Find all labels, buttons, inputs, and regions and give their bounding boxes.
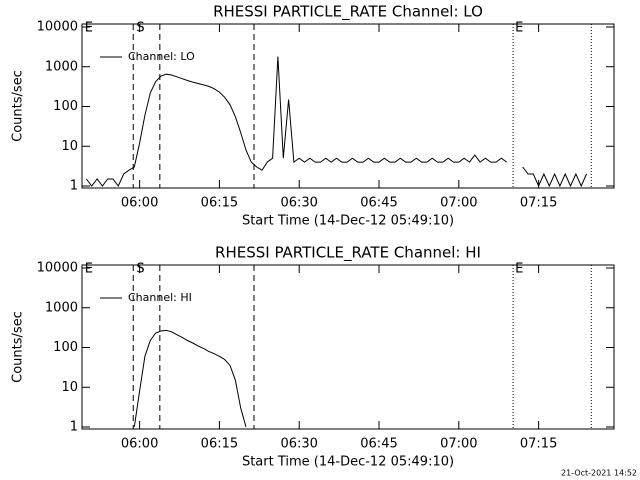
chart-title: RHESSI PARTICLE_RATE Channel: HI [215, 244, 481, 263]
y-axis-label: Counts/sec [11, 311, 26, 383]
x-axis-label: Start Time (14-Dec-12 05:49:10) [242, 214, 454, 229]
x-tick-label: 06:30 [280, 437, 317, 452]
y-tick-label: 10000 [37, 20, 78, 35]
y-tick-label: 1000 [45, 59, 78, 74]
x-tick-label: 06:15 [201, 437, 238, 452]
legend-label: Channel: HI [128, 291, 192, 304]
y-tick-label: 10000 [37, 261, 78, 276]
y-tick-label: 1 [70, 420, 78, 435]
x-axis-label: Start Time (14-Dec-12 05:49:10) [242, 455, 454, 470]
x-tick-label: 06:30 [280, 196, 317, 211]
annotation: S [136, 21, 144, 36]
y-tick-label: 100 [53, 99, 78, 114]
x-tick-label: 06:00 [121, 437, 158, 452]
chart-title: RHESSI PARTICLE_RATE Channel: LO [213, 3, 483, 22]
annotation: S [136, 262, 144, 277]
annotation: E [515, 262, 523, 277]
y-axis-label: Counts/sec [11, 70, 26, 142]
legend-label: Channel: LO [128, 50, 195, 63]
x-tick-label: 06:45 [360, 196, 397, 211]
data-line [86, 56, 587, 188]
y-tick-label: 100 [53, 340, 78, 355]
x-tick-label: 06:45 [360, 437, 397, 452]
data-line [133, 329, 247, 428]
y-tick-label: 10 [61, 139, 78, 154]
x-tick-label: 07:00 [440, 196, 477, 211]
annotation: E [85, 262, 93, 277]
annotation: E [515, 21, 523, 36]
y-tick-label: 1 [70, 179, 78, 194]
x-tick-label: 06:15 [201, 196, 238, 211]
y-tick-label: 1000 [45, 300, 78, 315]
x-tick-label: 07:15 [520, 437, 557, 452]
x-tick-label: 07:15 [520, 196, 557, 211]
footer: 21-Oct-2021 14:52 [561, 469, 637, 478]
x-tick-label: 06:00 [121, 196, 158, 211]
annotation: E [85, 21, 93, 36]
y-tick-label: 10 [61, 380, 78, 395]
x-tick-label: 07:00 [440, 437, 477, 452]
